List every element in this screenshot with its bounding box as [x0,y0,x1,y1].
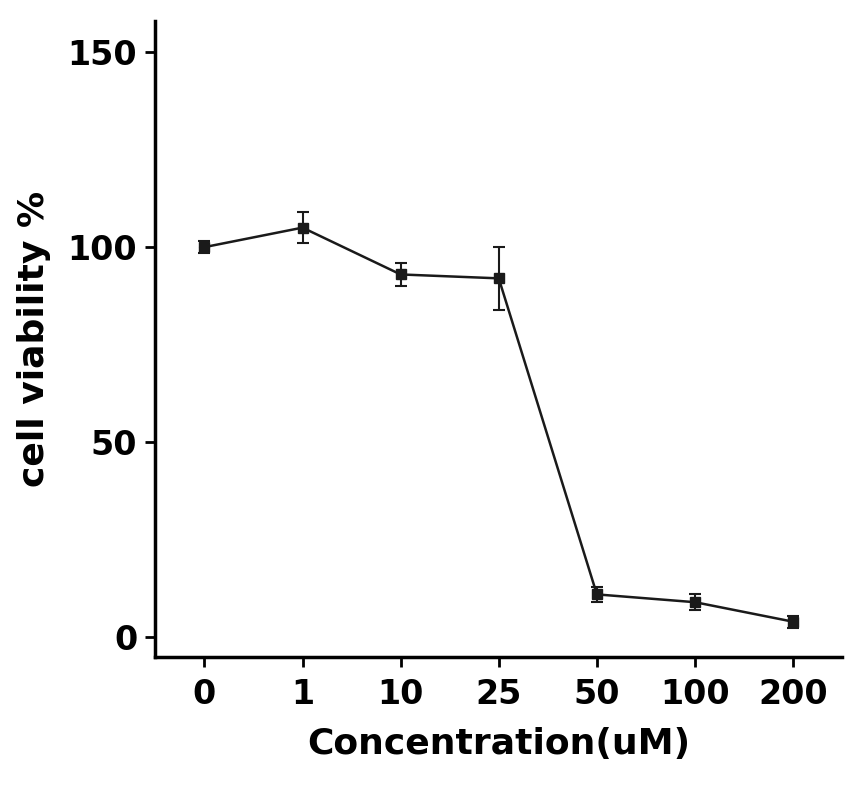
Y-axis label: cell viability %: cell viability % [17,191,51,487]
X-axis label: Concentration(uM): Concentration(uM) [307,727,690,761]
